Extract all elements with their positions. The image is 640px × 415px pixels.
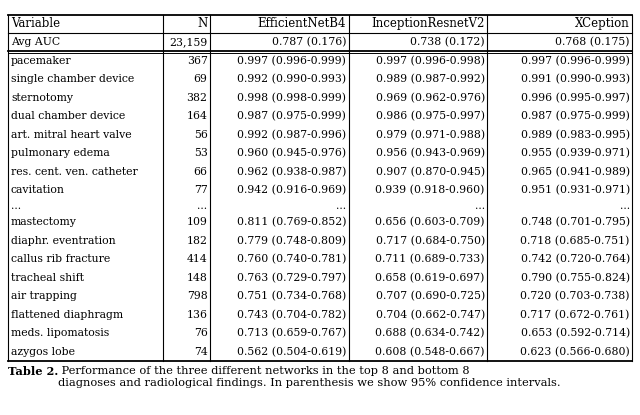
Text: ...: ... <box>197 201 207 211</box>
Text: 0.688 (0.634-0.742): 0.688 (0.634-0.742) <box>375 328 485 339</box>
Text: mastectomy: mastectomy <box>11 217 77 227</box>
Text: 0.956 (0.943-0.969): 0.956 (0.943-0.969) <box>376 148 485 158</box>
Text: 0.608 (0.548-0.667): 0.608 (0.548-0.667) <box>375 347 485 357</box>
Text: art. mitral heart valve: art. mitral heart valve <box>11 129 131 140</box>
Text: 164: 164 <box>187 111 207 121</box>
Text: XCeption: XCeption <box>575 17 630 30</box>
Text: 0.656 (0.603-0.709): 0.656 (0.603-0.709) <box>375 217 485 227</box>
Text: 0.997 (0.996-0.999): 0.997 (0.996-0.999) <box>237 56 346 66</box>
Text: azygos lobe: azygos lobe <box>11 347 75 357</box>
Text: pacemaker: pacemaker <box>11 56 72 66</box>
Text: res. cent. ven. catheter: res. cent. ven. catheter <box>11 166 138 177</box>
Text: 0.623 (0.566-0.680): 0.623 (0.566-0.680) <box>520 347 630 357</box>
Text: 0.998 (0.998-0.999): 0.998 (0.998-0.999) <box>237 93 346 103</box>
Text: 0.743 (0.704-0.782): 0.743 (0.704-0.782) <box>237 310 346 320</box>
Text: 66: 66 <box>193 166 207 177</box>
Text: 0.979 (0.971-0.988): 0.979 (0.971-0.988) <box>376 129 485 140</box>
Text: tracheal shift: tracheal shift <box>11 273 84 283</box>
Text: 0.989 (0.983-0.995): 0.989 (0.983-0.995) <box>520 129 630 140</box>
Text: 0.960 (0.945-0.976): 0.960 (0.945-0.976) <box>237 148 346 158</box>
Text: 0.653 (0.592-0.714): 0.653 (0.592-0.714) <box>520 328 630 339</box>
Text: EfficientNetB4: EfficientNetB4 <box>258 17 346 30</box>
Text: 53: 53 <box>194 148 207 158</box>
Text: 0.704 (0.662-0.747): 0.704 (0.662-0.747) <box>376 310 485 320</box>
Text: 0.989 (0.987-0.992): 0.989 (0.987-0.992) <box>376 74 485 84</box>
Text: 0.992 (0.990-0.993): 0.992 (0.990-0.993) <box>237 74 346 84</box>
Text: 367: 367 <box>187 56 207 66</box>
Text: 0.562 (0.504-0.619): 0.562 (0.504-0.619) <box>237 347 346 357</box>
Text: 414: 414 <box>187 254 207 264</box>
Text: 0.717 (0.672-0.761): 0.717 (0.672-0.761) <box>520 310 630 320</box>
Text: 0.779 (0.748-0.809): 0.779 (0.748-0.809) <box>237 236 346 246</box>
Text: 74: 74 <box>194 347 207 357</box>
Text: 0.751 (0.734-0.768): 0.751 (0.734-0.768) <box>237 291 346 302</box>
Text: 0.986 (0.975-0.997): 0.986 (0.975-0.997) <box>376 111 485 121</box>
Text: pulmonary edema: pulmonary edema <box>11 148 109 158</box>
Text: 0.962 (0.938-0.987): 0.962 (0.938-0.987) <box>237 166 346 177</box>
Text: 0.738 (0.172): 0.738 (0.172) <box>410 37 485 47</box>
Text: 0.997 (0.996-0.999): 0.997 (0.996-0.999) <box>521 56 630 66</box>
Text: ...: ... <box>475 201 485 211</box>
Text: 0.717 (0.684-0.750): 0.717 (0.684-0.750) <box>376 236 485 246</box>
Text: cavitation: cavitation <box>11 185 65 195</box>
Text: 77: 77 <box>194 185 207 195</box>
Text: 0.658 (0.619-0.697): 0.658 (0.619-0.697) <box>376 273 485 283</box>
Text: 23,159: 23,159 <box>169 37 207 47</box>
Text: 182: 182 <box>186 236 207 246</box>
Text: 0.718 (0.685-0.751): 0.718 (0.685-0.751) <box>520 236 630 246</box>
Text: Table 2.: Table 2. <box>8 366 58 377</box>
Text: 798: 798 <box>187 291 207 301</box>
Text: 0.997 (0.996-0.998): 0.997 (0.996-0.998) <box>376 56 485 66</box>
Text: 148: 148 <box>187 273 207 283</box>
Text: 136: 136 <box>186 310 207 320</box>
Text: N: N <box>197 17 207 30</box>
Text: 0.942 (0.916-0.969): 0.942 (0.916-0.969) <box>237 185 346 195</box>
Text: 0.760 (0.740-0.781): 0.760 (0.740-0.781) <box>237 254 346 264</box>
Text: 0.965 (0.941-0.989): 0.965 (0.941-0.989) <box>520 166 630 177</box>
Text: 382: 382 <box>186 93 207 103</box>
Text: 0.991 (0.990-0.993): 0.991 (0.990-0.993) <box>520 74 630 84</box>
Text: dual chamber device: dual chamber device <box>11 111 125 121</box>
Text: 0.939 (0.918-0.960): 0.939 (0.918-0.960) <box>376 185 485 195</box>
Text: 0.969 (0.962-0.976): 0.969 (0.962-0.976) <box>376 93 485 103</box>
Text: 0.987 (0.975-0.999): 0.987 (0.975-0.999) <box>521 111 630 121</box>
Text: 109: 109 <box>187 217 207 227</box>
Text: 0.992 (0.987-0.996): 0.992 (0.987-0.996) <box>237 129 346 140</box>
Text: Performance of the three different networks in the top 8 and bottom 8
diagnoses : Performance of the three different netwo… <box>58 366 561 388</box>
Text: ...: ... <box>336 201 346 211</box>
Text: 0.987 (0.975-0.999): 0.987 (0.975-0.999) <box>237 111 346 121</box>
Text: Avg AUC: Avg AUC <box>11 37 60 47</box>
Text: diaphr. eventration: diaphr. eventration <box>11 236 115 246</box>
Text: 0.711 (0.689-0.733): 0.711 (0.689-0.733) <box>375 254 485 264</box>
Text: 0.951 (0.931-0.971): 0.951 (0.931-0.971) <box>520 185 630 195</box>
Text: callus rib fracture: callus rib fracture <box>11 254 110 264</box>
Text: 0.768 (0.175): 0.768 (0.175) <box>556 37 630 47</box>
Text: InceptionResnetV2: InceptionResnetV2 <box>371 17 485 30</box>
Text: single chamber device: single chamber device <box>11 74 134 84</box>
Text: 0.713 (0.659-0.767): 0.713 (0.659-0.767) <box>237 328 346 339</box>
Text: 0.707 (0.690-0.725): 0.707 (0.690-0.725) <box>376 291 485 302</box>
Text: Variable: Variable <box>11 17 60 30</box>
Text: 0.763 (0.729-0.797): 0.763 (0.729-0.797) <box>237 273 346 283</box>
Text: 0.955 (0.939-0.971): 0.955 (0.939-0.971) <box>521 148 630 158</box>
Text: 0.742 (0.720-0.764): 0.742 (0.720-0.764) <box>520 254 630 264</box>
Text: 0.790 (0.755-0.824): 0.790 (0.755-0.824) <box>520 273 630 283</box>
Text: ...: ... <box>620 201 630 211</box>
Text: 0.720 (0.703-0.738): 0.720 (0.703-0.738) <box>520 291 630 302</box>
Text: 0.907 (0.870-0.945): 0.907 (0.870-0.945) <box>376 166 485 177</box>
Text: flattened diaphragm: flattened diaphragm <box>11 310 123 320</box>
Text: 0.787 (0.176): 0.787 (0.176) <box>271 37 346 47</box>
Text: 56: 56 <box>194 129 207 140</box>
Text: 0.811 (0.769-0.852): 0.811 (0.769-0.852) <box>237 217 346 227</box>
Text: ...: ... <box>11 201 21 211</box>
Text: 76: 76 <box>194 328 207 338</box>
Text: 69: 69 <box>194 74 207 84</box>
Text: air trapping: air trapping <box>11 291 77 301</box>
Text: sternotomy: sternotomy <box>11 93 73 103</box>
Text: meds. lipomatosis: meds. lipomatosis <box>11 328 109 338</box>
Text: 0.748 (0.701-0.795): 0.748 (0.701-0.795) <box>520 217 630 227</box>
Text: 0.996 (0.995-0.997): 0.996 (0.995-0.997) <box>521 93 630 103</box>
